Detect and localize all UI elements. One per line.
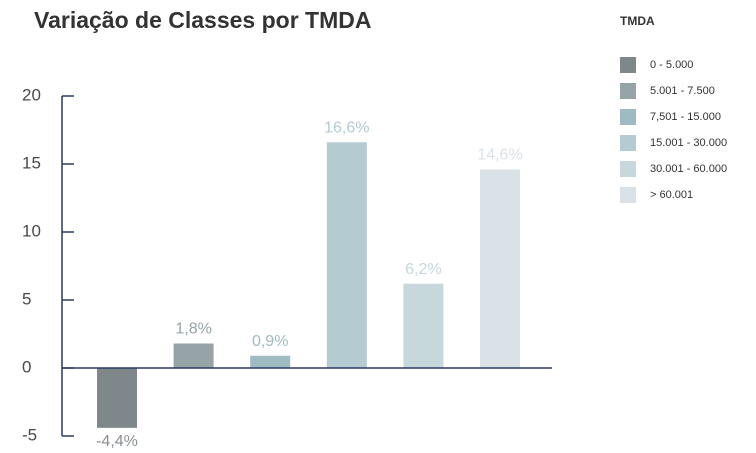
y-tick-label: 10 — [22, 221, 41, 240]
bar — [250, 355, 291, 368]
legend-label: 30.001 - 60.000 — [650, 163, 727, 175]
bar — [403, 283, 444, 368]
legend-swatch — [620, 83, 636, 99]
legend-label: 5.001 - 7.500 — [650, 85, 715, 97]
bar — [480, 169, 520, 368]
legend-swatch — [620, 135, 636, 151]
y-tick-label: 5 — [22, 289, 31, 308]
legend-label: 0 - 5.000 — [650, 59, 693, 71]
legend-swatch — [620, 161, 636, 177]
chart-title: Variação de Classes por TMDA — [34, 7, 371, 33]
value-label: 14,6% — [477, 147, 522, 164]
value-label: -4,4% — [96, 433, 138, 450]
legend-swatch — [620, 109, 636, 125]
legend-label: 7,501 - 15.000 — [650, 111, 721, 123]
y-tick-label: 20 — [22, 85, 41, 104]
y-tick-label: 0 — [22, 357, 31, 376]
y-tick-label: 15 — [22, 153, 41, 172]
legend-swatch — [620, 57, 636, 73]
value-label: 6,2% — [405, 261, 441, 278]
value-label: 16,6% — [324, 119, 369, 136]
bar — [326, 142, 367, 368]
legend-label: 15.001 - 30.000 — [650, 137, 727, 149]
legend-title: TMDA — [620, 14, 655, 28]
y-tick-label: -5 — [22, 425, 37, 444]
value-label: 1,8% — [175, 321, 211, 338]
bar — [173, 343, 214, 368]
bar — [97, 368, 137, 428]
value-label: 0,9% — [252, 333, 288, 350]
legend-swatch — [620, 187, 636, 203]
legend-label: > 60.001 — [650, 189, 693, 201]
